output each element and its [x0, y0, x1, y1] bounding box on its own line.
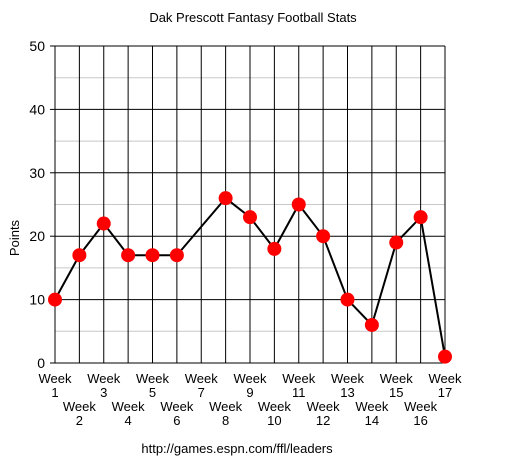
data-point	[413, 210, 428, 225]
data-point	[316, 229, 331, 244]
plot-area: 01020304050Week1Week2Week3Week4Week5Week…	[29, 38, 462, 428]
y-tick-label: 50	[29, 38, 45, 54]
x-tick-label: Week	[258, 399, 291, 414]
y-tick-label: 20	[29, 228, 45, 244]
series-line	[54, 196, 446, 357]
x-tick-label: Week	[307, 399, 340, 414]
data-point	[243, 210, 257, 225]
x-tick-label: Week	[136, 371, 169, 386]
data-point	[96, 216, 111, 231]
x-tick-label: 11	[292, 385, 306, 400]
x-tick-label: Week	[380, 371, 413, 386]
x-tick-label: 10	[267, 413, 281, 428]
x-tick-label: 1	[51, 385, 58, 400]
data-point	[340, 292, 355, 307]
x-tick-label: 17	[438, 385, 452, 400]
x-tick-label: Week	[160, 399, 193, 414]
y-tick-label: 10	[29, 292, 45, 308]
data-point	[72, 248, 87, 263]
chart-title: Dak Prescott Fantasy Football Stats	[149, 10, 357, 25]
data-point	[48, 292, 62, 307]
x-tick-label: Week	[63, 399, 96, 414]
x-tick-label: Week	[112, 399, 145, 414]
y-axis-label: Points	[7, 219, 22, 256]
data-point	[364, 317, 379, 332]
x-tick-label: Week	[39, 371, 72, 386]
x-tick-label: Week	[234, 371, 267, 386]
x-tick-label: 5	[149, 385, 156, 400]
x-tick-label: Week	[185, 371, 218, 386]
source-caption: http://games.espn.com/ffl/leaders	[141, 441, 333, 456]
data-point	[145, 248, 160, 263]
x-tick-label: 13	[340, 385, 354, 400]
data-point	[169, 248, 184, 263]
x-tick-label: 9	[246, 385, 253, 400]
data-point	[267, 241, 282, 256]
x-tick-label: Week	[331, 371, 364, 386]
x-tick-label: 4	[125, 413, 132, 428]
data-point	[218, 191, 233, 206]
x-tick-label: Week	[282, 371, 315, 386]
y-tick-label: 40	[29, 101, 45, 117]
x-tick-label: 7	[198, 385, 205, 400]
x-tick-label: Week	[429, 371, 462, 386]
y-tick-label: 0	[37, 355, 45, 371]
x-tick-label: Week	[355, 399, 388, 414]
x-tick-label: Week	[209, 399, 242, 414]
x-tick-label: 14	[365, 413, 379, 428]
x-tick-label: 6	[173, 413, 180, 428]
x-tick-label: Week	[404, 399, 437, 414]
x-tick-label: 15	[389, 385, 403, 400]
x-tick-label: Week	[87, 371, 120, 386]
x-tick-label: 8	[222, 413, 229, 428]
x-tick-label: 12	[316, 413, 330, 428]
x-tick-label: 16	[413, 413, 427, 428]
data-point	[121, 248, 136, 263]
data-point	[389, 235, 404, 250]
data-point	[291, 197, 306, 212]
x-tick-label: 2	[76, 413, 83, 428]
data-point	[438, 349, 452, 364]
x-tick-label: 3	[100, 385, 107, 400]
y-tick-label: 30	[29, 165, 45, 181]
